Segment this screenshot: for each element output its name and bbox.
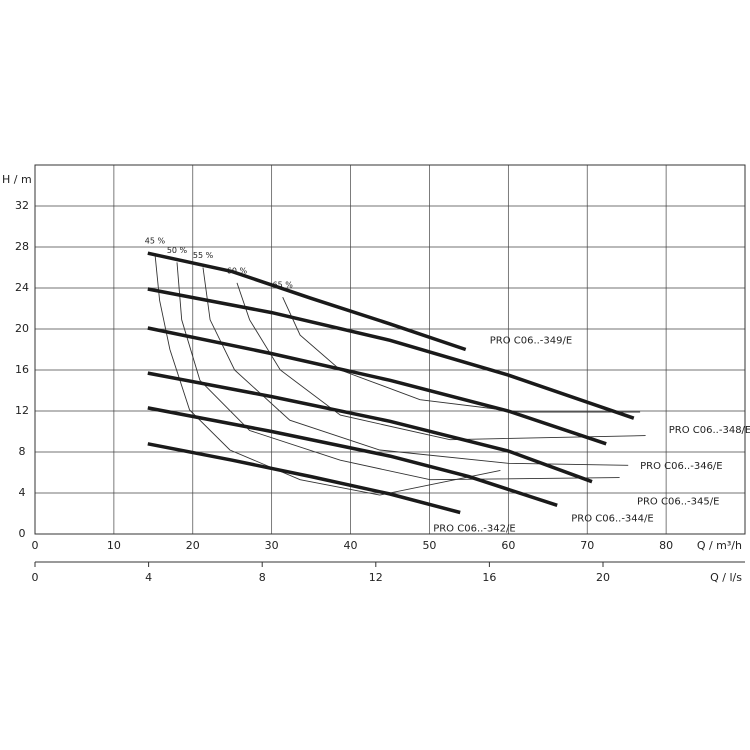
x-tick-label: 70 — [580, 539, 594, 552]
series-label: PRO C06..-349/E — [490, 336, 572, 347]
y-axis-label: H / m — [2, 173, 32, 186]
x-tick-label: 50 — [422, 539, 436, 552]
y-tick-label: 28 — [15, 240, 29, 253]
x-tick-label: 20 — [186, 539, 200, 552]
x2-tick-label: 8 — [259, 571, 266, 584]
y-tick-label: 0 — [19, 527, 26, 540]
pump-curve — [147, 371, 593, 484]
efficiency-label: 65 % — [273, 281, 294, 290]
pump-curve — [147, 442, 461, 515]
x-tick-label: 80 — [659, 539, 673, 552]
x2-tick-label: 16 — [482, 571, 496, 584]
pump-curve — [147, 326, 607, 446]
efficiency-curve — [282, 297, 641, 413]
efficiency-label: 50 % — [167, 246, 188, 255]
x-tick-label: 40 — [344, 539, 358, 552]
series-label: PRO C06..-345/E — [637, 497, 719, 508]
efficiency-curve — [202, 267, 629, 466]
y-tick-label: 12 — [15, 404, 29, 417]
x2-tick-label: 4 — [145, 571, 152, 584]
efficiency-curve — [176, 262, 620, 481]
series-label: PRO C06..-348/E — [669, 425, 750, 436]
x-tick-label: 30 — [265, 539, 279, 552]
x-tick-label: 60 — [501, 539, 515, 552]
efficiency-label: 45 % — [145, 237, 166, 246]
y-tick-label: 16 — [15, 363, 29, 376]
x-tick-label: 0 — [32, 539, 39, 552]
pump-curve — [147, 406, 558, 507]
series-label: PRO C06..-344/E — [571, 513, 653, 524]
pump-curve — [147, 287, 635, 420]
x-axis-label: Q / m³/h — [697, 539, 742, 552]
y-tick-label: 8 — [19, 445, 26, 458]
y-tick-label: 24 — [15, 281, 29, 294]
efficiency-curve — [154, 253, 501, 496]
y-tick-label: 32 — [15, 199, 29, 212]
efficiency-curve — [236, 282, 646, 441]
x2-axis-label: Q / l/s — [710, 571, 742, 584]
series-label: PRO C06..-342/E — [433, 523, 515, 534]
efficiency-label: 55 % — [193, 251, 214, 260]
plot-frame — [34, 164, 746, 535]
x-tick-label: 10 — [107, 539, 121, 552]
series-label: PRO C06..-346/E — [640, 461, 722, 472]
efficiency-label: 60 % — [227, 266, 248, 275]
pump-curve — [147, 251, 467, 352]
x2-tick-label: 12 — [369, 571, 383, 584]
x2-tick-label: 20 — [596, 571, 610, 584]
y-tick-label: 20 — [15, 322, 29, 335]
x2-tick-label: 0 — [32, 571, 39, 584]
y-tick-label: 4 — [19, 486, 26, 499]
